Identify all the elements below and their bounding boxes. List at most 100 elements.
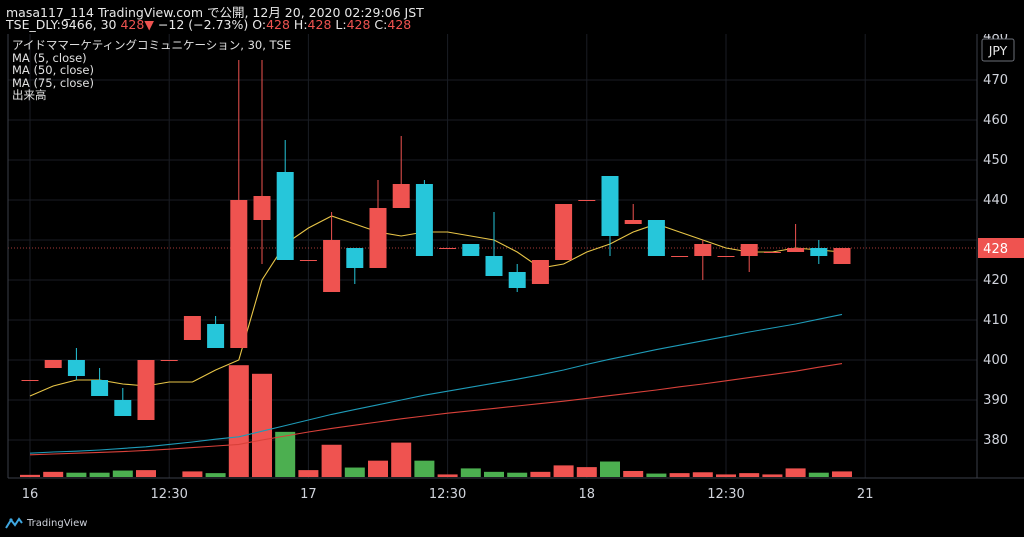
volume-bar xyxy=(298,470,319,477)
volume-bar xyxy=(66,472,87,477)
price-tick-label: 450 xyxy=(983,153,1008,168)
volume-bar xyxy=(716,474,736,477)
volume-bar xyxy=(600,461,620,477)
candle-body xyxy=(624,220,642,224)
candle-body xyxy=(21,380,39,381)
close-value: 428 xyxy=(387,17,412,32)
tradingview-logo[interactable]: TradingView xyxy=(5,517,87,529)
volume-bar xyxy=(507,472,528,477)
tradingview-logo-text: TradingView xyxy=(27,517,88,529)
symbol-info-line: TSE_DLY:9466, 30 428▼ −12 (−2.73%) O:428… xyxy=(6,17,411,32)
time-tick-label: 17 xyxy=(300,487,317,502)
candle-body xyxy=(833,248,851,264)
low-value: 428 xyxy=(346,17,371,32)
volume-bar xyxy=(43,471,64,477)
candle-body xyxy=(508,272,526,288)
time-tick-label: 16 xyxy=(22,487,39,502)
ma50-line xyxy=(29,313,843,454)
volume-bar xyxy=(112,470,133,477)
candle-body xyxy=(392,184,410,208)
price-tick-label: 390 xyxy=(983,393,1008,408)
volume-bar xyxy=(576,467,597,477)
volume-bar xyxy=(228,365,249,477)
volume-bar xyxy=(739,473,760,477)
change-arrow-icon: ▼ xyxy=(144,17,154,32)
legend-ma75[interactable]: MA (75, close) xyxy=(12,75,94,90)
volume-bar xyxy=(321,444,342,477)
ma5-line xyxy=(29,215,843,397)
candle-body xyxy=(578,200,596,201)
currency-box xyxy=(981,38,1015,62)
volume-bar xyxy=(832,471,852,477)
candle-body xyxy=(230,200,248,348)
legend-ma5[interactable]: MA (5, close) xyxy=(12,50,87,65)
high-label: H: xyxy=(293,17,308,32)
price-tick-label: 420 xyxy=(983,273,1008,288)
candle-body xyxy=(717,256,735,257)
volume-bar xyxy=(344,467,365,477)
volume-bar xyxy=(762,474,783,477)
high-value: 428 xyxy=(307,17,332,32)
candle-body xyxy=(647,220,665,256)
time-tick-label: 12:30 xyxy=(150,487,187,502)
legend-title[interactable]: アイドママーケティングコミュニケーション, 30, TSE xyxy=(12,38,292,52)
volume-bar xyxy=(275,431,296,477)
volume-bar xyxy=(484,471,504,477)
publish-info: masa117_114 TradingView.com で公開, 12月 20,… xyxy=(6,5,424,20)
volume-bar xyxy=(692,472,713,477)
candle-body xyxy=(555,204,573,260)
candle-body xyxy=(740,244,758,256)
volume-bar xyxy=(368,460,388,477)
volume-bar xyxy=(785,468,806,477)
legend-volume[interactable]: 出来高 xyxy=(12,88,47,103)
volume-bar xyxy=(808,472,829,477)
volume-bar xyxy=(669,473,690,477)
candle-body xyxy=(439,248,457,249)
candle-body xyxy=(787,248,805,252)
candle-body xyxy=(694,244,712,256)
symbol-name: TSE_DLY:9466, 30 xyxy=(6,17,117,32)
candle-body xyxy=(207,324,225,348)
candle-body xyxy=(369,208,387,268)
close-label: C: xyxy=(374,17,388,32)
volume-bar xyxy=(460,468,481,477)
candle-body xyxy=(462,244,480,256)
price-change: −12 (−2.73%) xyxy=(157,17,249,32)
chart-legend: アイドママーケティングコミュニケーション, 30, TSE MA (5, clo… xyxy=(12,39,291,102)
volume-bars xyxy=(20,365,852,477)
candle-body xyxy=(137,360,155,420)
candle-body xyxy=(485,256,503,276)
candle-body xyxy=(810,248,828,256)
volume-bar xyxy=(414,460,435,477)
time-tick-label: 12:30 xyxy=(429,487,466,502)
candle-body xyxy=(299,260,317,261)
volume-bar xyxy=(136,470,156,477)
volume-bar xyxy=(553,465,574,477)
candle-body xyxy=(253,196,271,220)
last-price-badge xyxy=(978,238,1024,258)
chart-header: masa117_114 TradingView.com で公開, 12月 20,… xyxy=(0,0,1024,34)
legend-ma50[interactable]: MA (50, close) xyxy=(12,63,94,78)
candle-body xyxy=(160,360,178,361)
price-tick-label: 380 xyxy=(983,433,1008,448)
volume-bar xyxy=(437,474,458,477)
low-label: L: xyxy=(335,17,347,32)
candle-body xyxy=(114,400,132,416)
volume-bar xyxy=(530,471,551,477)
candle-body xyxy=(763,252,781,253)
volume-bar xyxy=(623,470,644,477)
candle-body xyxy=(346,248,364,268)
tradingview-logo-icon xyxy=(5,517,23,529)
candle-body xyxy=(67,360,85,376)
volume-bar xyxy=(89,472,110,477)
candle-body xyxy=(183,316,201,340)
open-value: 428 xyxy=(266,17,290,32)
candle-body xyxy=(91,380,109,396)
moving-averages xyxy=(29,215,843,456)
time-tick-label: 21 xyxy=(857,487,874,502)
volume-bar xyxy=(20,474,40,477)
currency-label: JPY xyxy=(988,43,1008,58)
open-label: O: xyxy=(252,17,267,32)
